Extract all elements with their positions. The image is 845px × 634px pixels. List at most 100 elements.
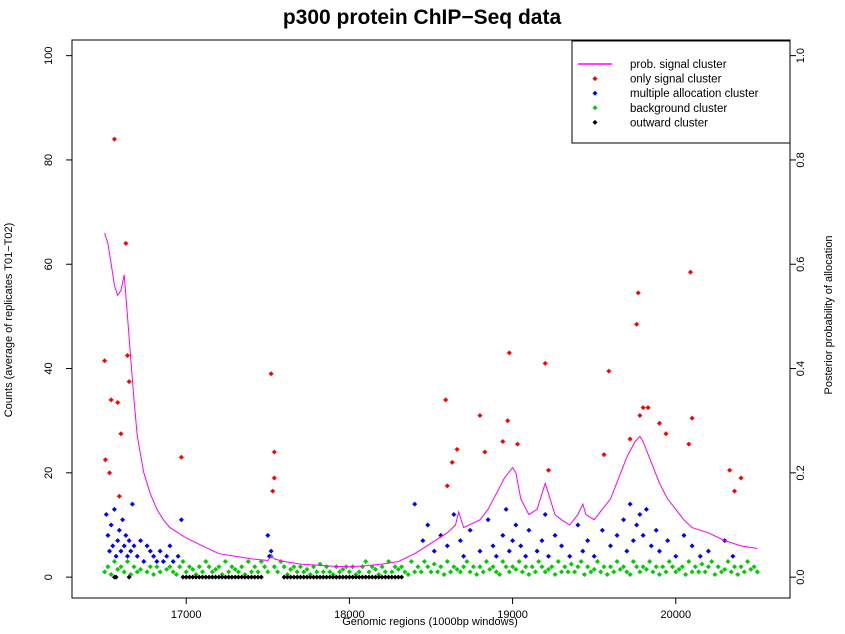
data-point — [111, 558, 117, 564]
data-point — [353, 572, 359, 578]
data-point — [705, 564, 711, 570]
data-point — [506, 350, 512, 356]
data-point — [327, 574, 333, 580]
data-point — [559, 543, 565, 549]
data-point — [209, 569, 215, 575]
data-point — [154, 564, 160, 570]
data-point — [196, 574, 202, 580]
data-point — [180, 558, 186, 564]
data-point — [219, 572, 225, 578]
data-point — [102, 569, 108, 575]
legend-label: prob. signal cluster — [630, 59, 727, 71]
data-point — [568, 561, 574, 567]
data-point — [673, 569, 679, 575]
data-point — [170, 558, 176, 564]
data-point — [173, 572, 179, 578]
data-point — [490, 564, 496, 570]
data-point — [337, 574, 343, 580]
data-point — [232, 574, 238, 580]
data-point — [624, 548, 630, 554]
data-point — [635, 290, 641, 296]
data-point — [665, 538, 671, 544]
data-point — [614, 532, 620, 538]
data-point — [516, 558, 522, 564]
x-axis-label: Genomic regions (1000bp windows) — [342, 616, 517, 628]
data-point — [578, 558, 584, 564]
data-point — [105, 532, 111, 538]
data-point — [330, 572, 336, 578]
data-point — [252, 564, 258, 570]
data-point — [111, 136, 117, 142]
data-point — [160, 558, 166, 564]
data-point — [732, 564, 738, 570]
data-point — [513, 566, 519, 572]
data-point — [444, 483, 450, 489]
data-point — [249, 574, 254, 580]
data-point — [738, 564, 744, 570]
data-point — [147, 564, 153, 570]
data-point — [470, 564, 476, 570]
data-point — [681, 532, 687, 538]
data-point — [124, 353, 130, 359]
data-point — [653, 564, 659, 570]
data-point — [271, 449, 277, 455]
data-point — [464, 558, 470, 564]
data-point — [141, 558, 147, 564]
data-point — [356, 569, 362, 575]
data-point — [107, 548, 113, 554]
data-point — [258, 574, 264, 580]
data-point — [534, 548, 540, 554]
data-point — [275, 569, 281, 575]
data-point — [539, 538, 545, 544]
data-point — [585, 564, 591, 570]
data-point — [235, 574, 241, 580]
data-point — [614, 558, 620, 564]
data-point — [454, 566, 460, 572]
prob-signal-line — [104, 232, 758, 568]
data-point — [229, 574, 235, 580]
data-point — [457, 569, 463, 575]
data-point — [115, 399, 121, 405]
data-point — [216, 574, 222, 580]
data-point — [222, 574, 228, 580]
data-point — [350, 574, 356, 580]
data-point — [666, 558, 672, 564]
y2-tick-label: 1.0 — [795, 48, 807, 63]
data-point — [585, 538, 591, 544]
data-point — [213, 574, 219, 580]
data-point — [373, 574, 379, 580]
data-point — [113, 553, 119, 559]
data-point — [252, 574, 258, 580]
data-point — [268, 548, 274, 554]
data-point — [157, 548, 163, 554]
data-point — [311, 574, 317, 580]
data-point — [363, 574, 369, 580]
data-point — [608, 543, 613, 549]
data-point — [727, 467, 733, 473]
data-point — [630, 558, 636, 564]
data-point — [190, 566, 196, 572]
data-point — [673, 553, 679, 559]
data-point — [732, 488, 738, 494]
data-point — [102, 457, 108, 463]
data-point — [108, 397, 114, 403]
data-point — [330, 574, 336, 580]
y-axis-left: 0 20 40 60 80 100 — [43, 46, 72, 580]
data-point — [131, 564, 137, 570]
data-point — [588, 569, 594, 575]
data-point — [640, 532, 646, 538]
data-point — [428, 569, 434, 575]
data-point — [376, 572, 382, 578]
data-point — [728, 569, 734, 575]
data-point — [291, 564, 297, 570]
data-point — [513, 522, 519, 528]
legend: prob. signal cluster only signal cluster m… — [571, 40, 791, 144]
data-point — [536, 558, 542, 564]
data-point — [482, 449, 488, 455]
x-tick-label: 18000 — [334, 609, 365, 621]
data-point — [653, 527, 659, 533]
data-point — [314, 569, 320, 575]
data-point — [477, 548, 483, 554]
data-point — [222, 558, 228, 564]
data-point — [754, 569, 760, 575]
